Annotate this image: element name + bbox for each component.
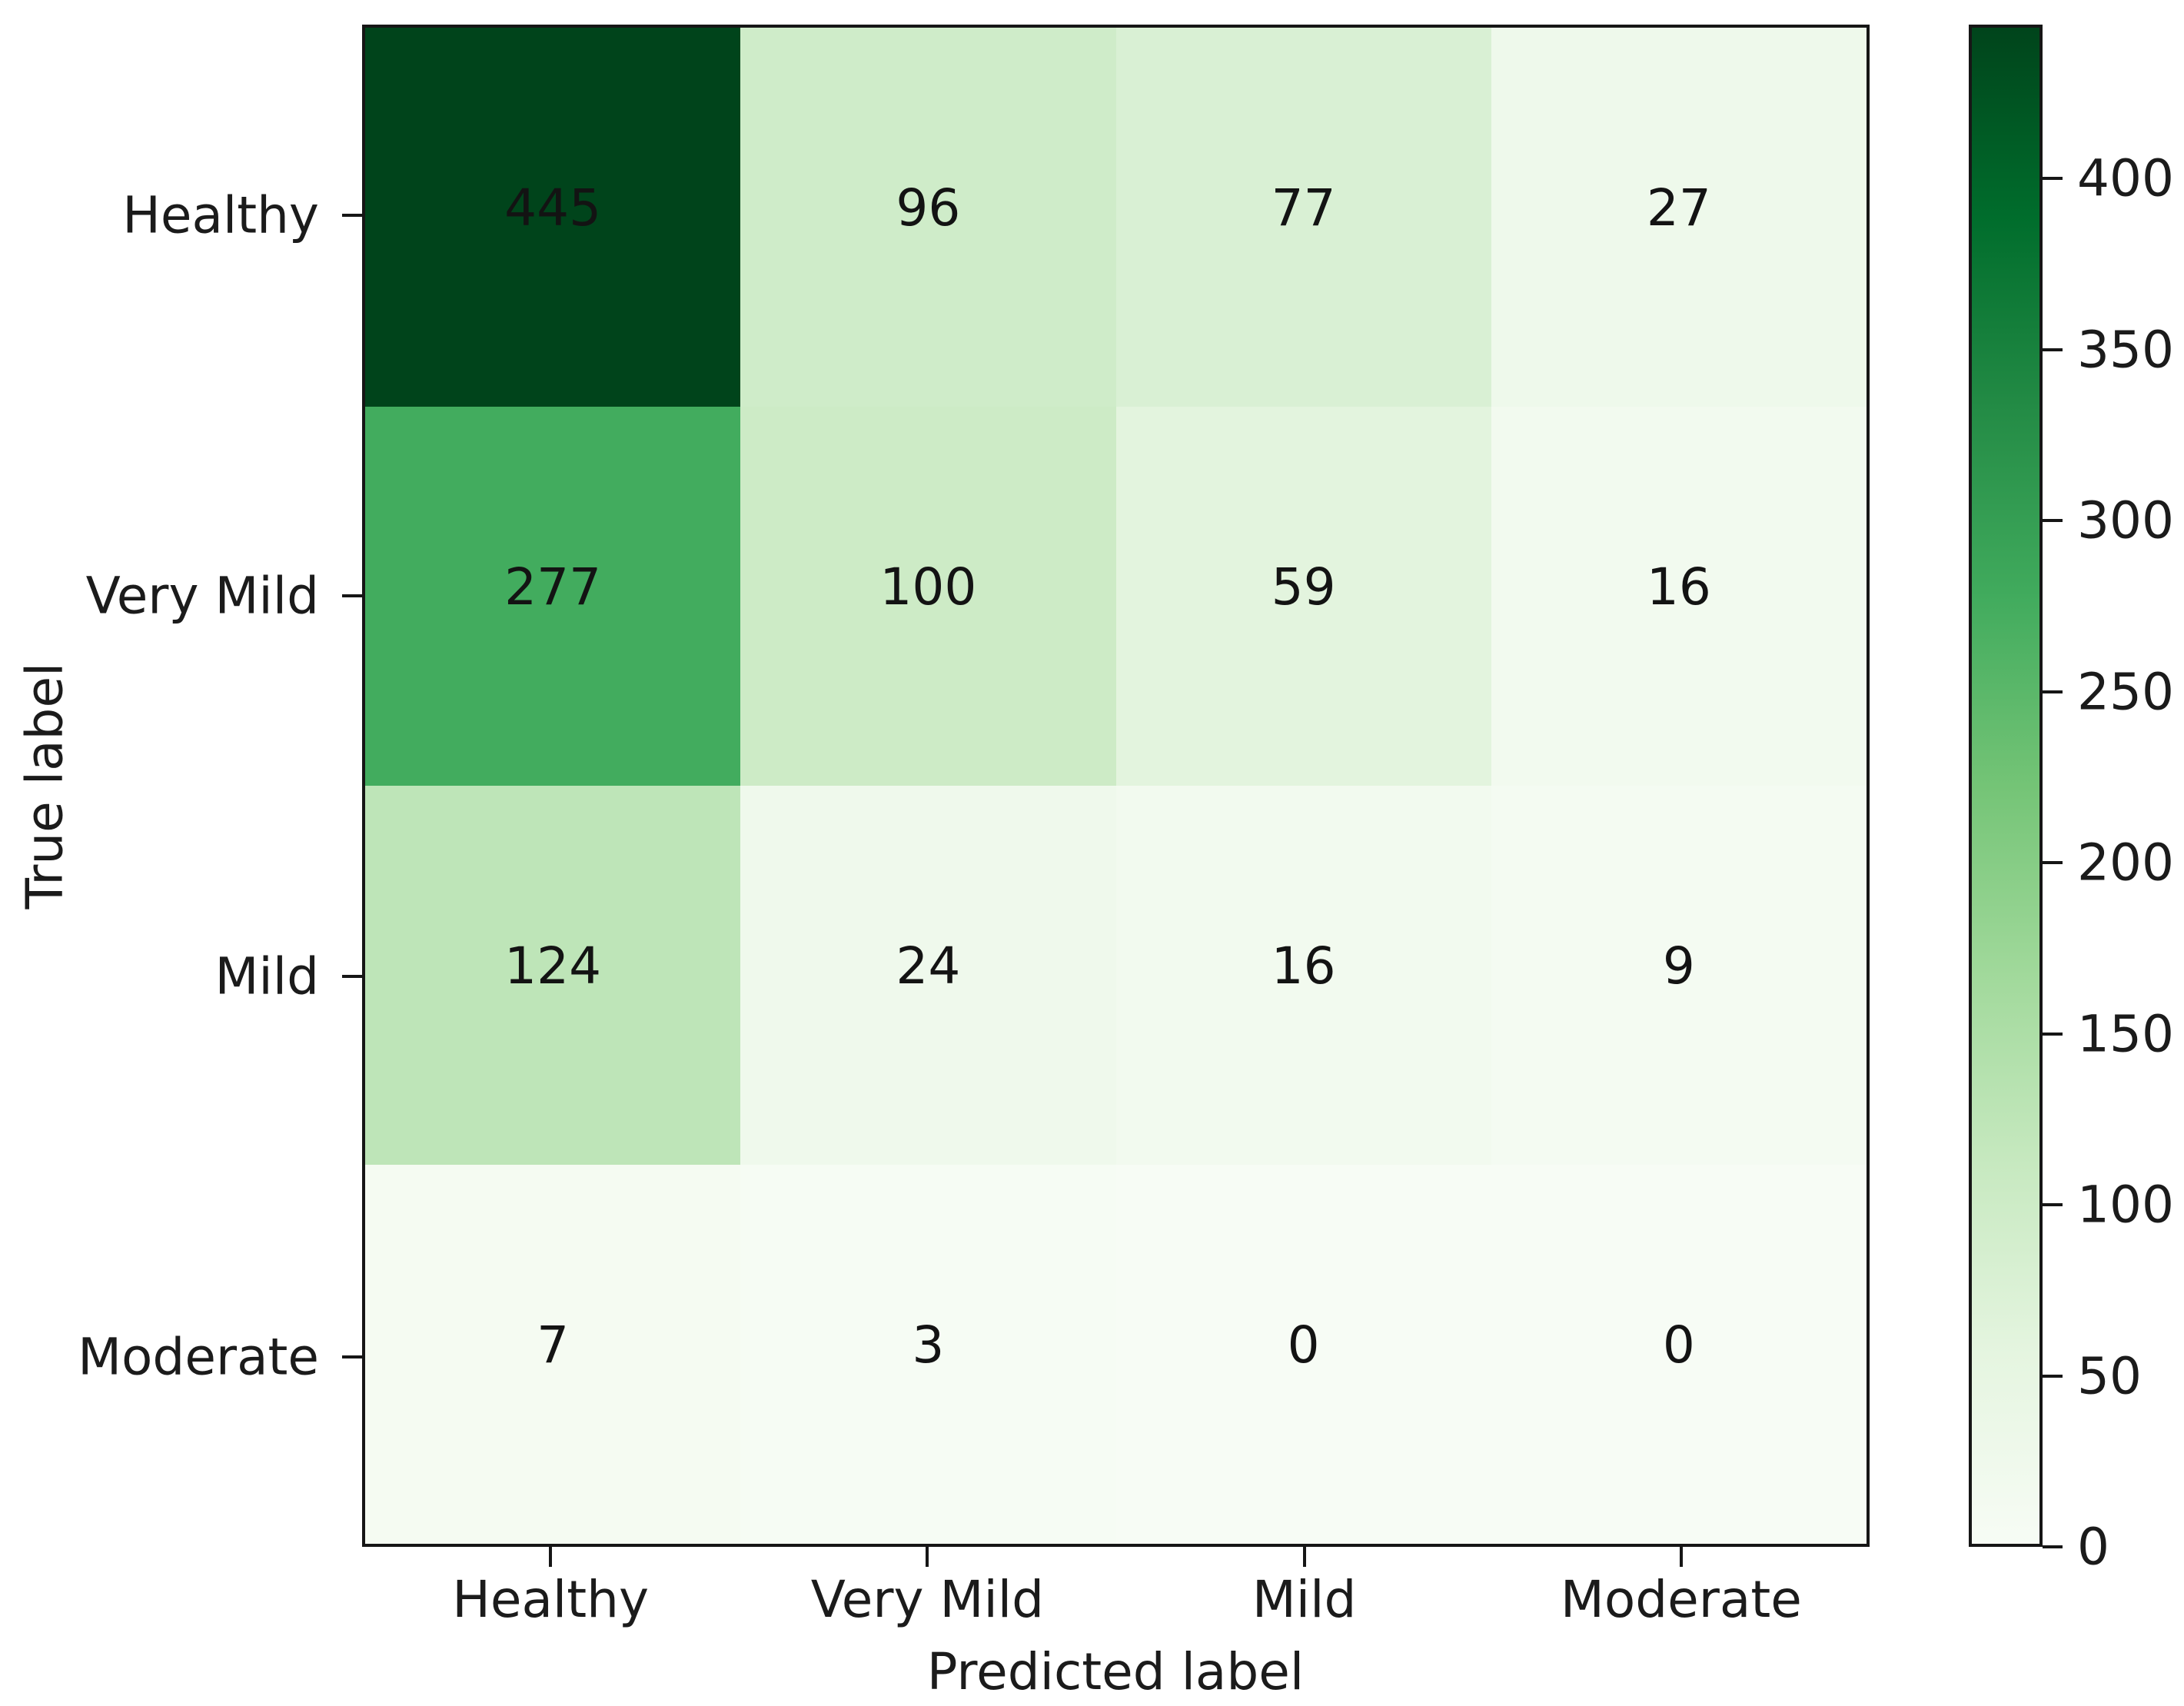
colorbar-tick-mark <box>2043 1032 2063 1036</box>
cell-value: 0 <box>1287 1315 1320 1375</box>
cell-value: 16 <box>1646 557 1711 617</box>
heatmap-cell: 27 <box>1491 28 1867 407</box>
heatmap-cell: 24 <box>740 786 1116 1165</box>
colorbar-tick-mark <box>2043 1545 2063 1548</box>
colorbar-tick-mark <box>2043 690 2063 693</box>
y-tick-mark <box>342 213 362 217</box>
colorbar-tick-label: 150 <box>2077 1004 2174 1064</box>
y-tick-label: Healthy <box>122 185 319 244</box>
heatmap-cell: 16 <box>1115 786 1491 1165</box>
cell-value: 445 <box>504 178 602 238</box>
colorbar <box>1969 25 2043 1547</box>
colorbar-tick-label: 300 <box>2077 491 2174 550</box>
colorbar-tick-mark <box>2043 1203 2063 1207</box>
colorbar-tick-mark <box>2043 177 2063 181</box>
cell-value: 0 <box>1662 1315 1695 1375</box>
cell-value: 277 <box>504 557 602 617</box>
y-tick-label: Mild <box>214 946 319 1006</box>
colorbar-tick-label: 50 <box>2077 1346 2142 1406</box>
heatmap-cell: 9 <box>1491 786 1867 1165</box>
x-tick-mark <box>926 1547 929 1567</box>
colorbar-tick-label: 250 <box>2077 662 2174 722</box>
x-tick-mark <box>1302 1547 1306 1567</box>
colorbar-tick-mark <box>2043 861 2063 865</box>
heatmap-grid: 445 96 77 27 277 100 59 16 124 24 16 9 7 3 0 0 <box>365 28 1867 1544</box>
y-tick-mark <box>342 974 362 978</box>
colorbar-tick-mark <box>2043 519 2063 523</box>
cell-value: 77 <box>1271 178 1336 238</box>
y-tick-mark <box>342 1355 362 1358</box>
colorbar-gradient <box>1972 28 2039 1544</box>
y-tick-label: Moderate <box>78 1327 319 1386</box>
cell-value: 100 <box>879 557 977 617</box>
cell-value: 27 <box>1646 178 1711 238</box>
x-tick-mark <box>549 1547 553 1567</box>
x-tick-label: Mild <box>1252 1570 1357 1629</box>
colorbar-tick-mark <box>2043 348 2063 351</box>
colorbar-tick-label: 400 <box>2077 148 2174 208</box>
x-tick-mark <box>1679 1547 1683 1567</box>
heatmap-axes: 445 96 77 27 277 100 59 16 124 24 16 9 7 3 0 0 <box>362 25 1870 1547</box>
cell-value: 16 <box>1271 936 1336 996</box>
colorbar-tick-label: 350 <box>2077 320 2174 380</box>
y-axis-title: True label <box>15 662 75 910</box>
heatmap-cell: 59 <box>1115 407 1491 786</box>
colorbar-tick-label: 200 <box>2077 833 2174 893</box>
y-tick-mark <box>342 594 362 597</box>
cell-value: 59 <box>1271 557 1336 617</box>
cell-value: 24 <box>896 936 961 996</box>
cell-value: 3 <box>912 1315 945 1375</box>
heatmap-cell: 124 <box>365 786 741 1165</box>
heatmap-cell: 16 <box>1491 407 1867 786</box>
heatmap-cell: 77 <box>1115 28 1491 407</box>
heatmap-cell: 445 <box>365 28 741 407</box>
heatmap-cell: 0 <box>1115 1165 1491 1544</box>
colorbar-tick-label: 0 <box>2077 1517 2109 1577</box>
heatmap-cell: 96 <box>740 28 1116 407</box>
x-tick-label: Moderate <box>1560 1570 1802 1629</box>
colorbar-tick-label: 100 <box>2077 1175 2174 1235</box>
cell-value: 96 <box>896 178 961 238</box>
cell-value: 7 <box>537 1315 570 1375</box>
cell-value: 124 <box>504 936 602 996</box>
heatmap-cell: 277 <box>365 407 741 786</box>
x-tick-label: Very Mild <box>810 1570 1045 1629</box>
x-axis-title: Predicted label <box>926 1642 1305 1701</box>
colorbar-tick-mark <box>2043 1374 2063 1378</box>
heatmap-cell: 0 <box>1491 1165 1867 1544</box>
heatmap-cell: 7 <box>365 1165 741 1544</box>
heatmap-cell: 3 <box>740 1165 1116 1544</box>
y-tick-label: Very Mild <box>85 566 319 625</box>
heatmap-cell: 100 <box>740 407 1116 786</box>
x-tick-label: Healthy <box>452 1570 650 1629</box>
cell-value: 9 <box>1662 936 1695 996</box>
